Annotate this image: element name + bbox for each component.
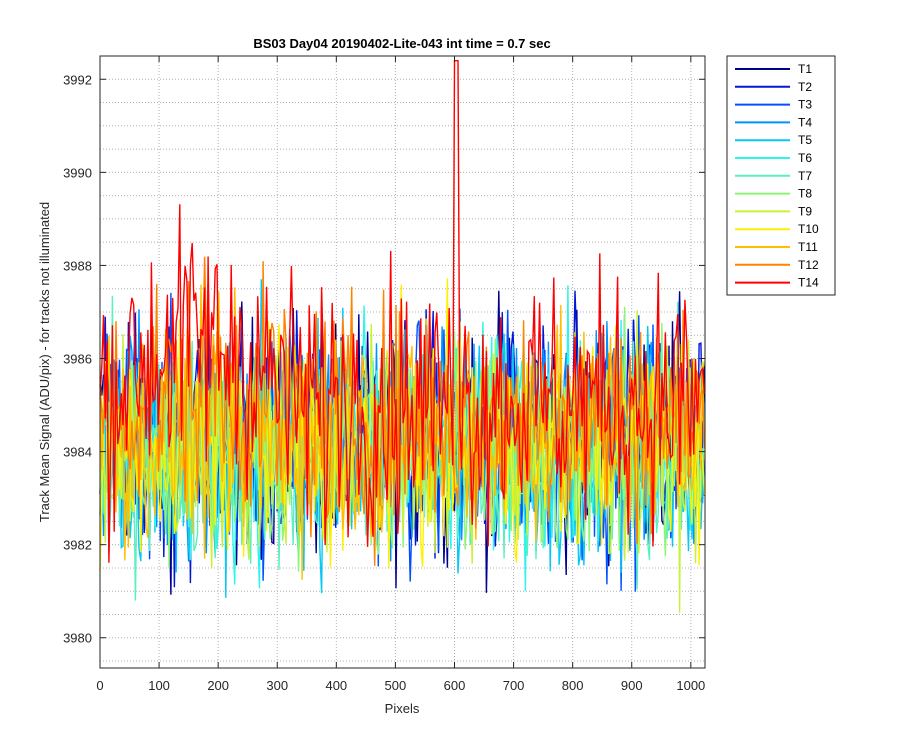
legend-label-t10: T10	[798, 222, 819, 236]
legend-label-t14: T14	[798, 276, 819, 290]
x-tick-label: 100	[148, 678, 170, 693]
legend-label-t1: T1	[798, 62, 812, 76]
series-lines	[99, 60, 706, 613]
legend-label-t5: T5	[798, 133, 812, 147]
y-axis-label: Track Mean Signal (ADU/pix) - for tracks…	[37, 202, 52, 522]
legend-label-t2: T2	[798, 80, 812, 94]
axes-box	[99, 55, 706, 669]
y-axis-ticks: 3980 3982 3984 3986 3988 3990 3992	[63, 72, 705, 646]
y-tick-label: 3992	[63, 72, 92, 87]
x-tick-label: 200	[207, 678, 229, 693]
x-tick-label: 900	[621, 678, 643, 693]
y-tick-label: 3990	[63, 165, 92, 180]
x-tick-label: 800	[562, 678, 584, 693]
x-tick-label: 0	[96, 678, 103, 693]
legend-label-t9: T9	[798, 204, 812, 218]
legend: T1 T2 T3 T4 T5 T6 T7 T8 T9 T10 T11 T12 T14	[726, 55, 836, 296]
legend-label-t4: T4	[798, 115, 812, 129]
legend-label-t7: T7	[798, 169, 812, 183]
legend-label-t3: T3	[798, 98, 812, 112]
legend-label-t6: T6	[798, 151, 812, 165]
x-tick-label: 300	[266, 678, 288, 693]
y-tick-label: 3980	[63, 631, 92, 646]
legend-label-t11: T11	[798, 240, 818, 254]
x-axis-ticks: 0 100 200 300 400 500 600 700 800 900 1000	[96, 56, 705, 693]
x-tick-label: 700	[503, 678, 525, 693]
x-tick-label: 1000	[676, 678, 705, 693]
x-tick-label: 600	[444, 678, 466, 693]
x-axis-label: Pixels	[385, 701, 420, 716]
x-tick-label: 500	[385, 678, 407, 693]
legend-label-t12: T12	[798, 258, 819, 272]
y-tick-label: 3988	[63, 258, 92, 273]
y-tick-label: 3984	[63, 445, 92, 460]
chart-title: BS03 Day04 20190402-Lite-043 int time = …	[253, 36, 550, 51]
y-tick-label: 3986	[63, 352, 92, 367]
series-line-t14	[99, 60, 706, 563]
x-tick-label: 400	[325, 678, 347, 693]
series-line-t9	[99, 310, 706, 613]
legend-label-t8: T8	[798, 187, 812, 201]
y-tick-label: 3982	[63, 538, 92, 553]
